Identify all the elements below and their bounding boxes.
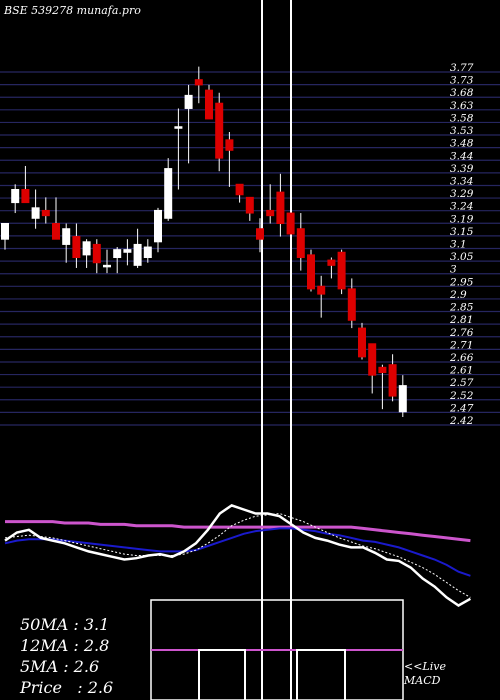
candle-body <box>215 102 224 159</box>
candle-body <box>235 183 244 196</box>
price-readout: Price : 2.6 <box>20 678 114 697</box>
y-tick-label: 3.58 <box>450 112 474 124</box>
y-tick-label: 2.71 <box>449 339 473 351</box>
candle-body <box>174 126 183 129</box>
candle-body <box>52 223 60 240</box>
macd-block <box>198 649 246 700</box>
candle-body <box>225 139 234 151</box>
y-tick-label: 2.95 <box>449 276 474 288</box>
y-tick-label: 3.63 <box>450 100 474 112</box>
y-tick-label: 3.1 <box>450 239 467 251</box>
candlesticks <box>1 66 407 417</box>
candle-body <box>368 343 377 376</box>
candle-body <box>276 191 285 225</box>
candle-body <box>266 209 275 217</box>
y-tick-label: 3 <box>450 264 457 276</box>
y-tick-label: 3.73 <box>450 75 474 87</box>
macd-label: <<Live MACD <box>404 660 446 687</box>
y-tick-label: 3.53 <box>450 125 474 137</box>
moving-average-panel <box>4 504 472 607</box>
y-tick-label: 3.48 <box>450 138 474 150</box>
candle-body <box>184 94 193 109</box>
y-tick-label: 2.81 <box>449 314 473 326</box>
candle-body <box>296 228 305 258</box>
y-tick-label: 3.44 <box>450 150 473 162</box>
candle-body <box>358 327 366 358</box>
y-tick-label: 3.77 <box>450 62 474 74</box>
candle-body <box>245 196 254 214</box>
candle-body <box>256 228 264 240</box>
y-tick-label: 3.19 <box>450 213 474 225</box>
vertical-markers <box>261 0 292 700</box>
y-tick-label: 2.47 <box>449 402 474 414</box>
candle-body <box>41 209 50 217</box>
y-tick-label: 3.29 <box>450 188 474 200</box>
candle-body <box>164 168 173 219</box>
y-tick-label: 2.42 <box>449 415 474 427</box>
y-tick-label: 3.34 <box>450 175 473 187</box>
y-tick-label: 2.57 <box>449 377 474 389</box>
macd-panel <box>150 599 404 700</box>
macd-block <box>296 649 346 700</box>
candle-body <box>205 89 213 120</box>
y-tick-label: 2.9 <box>449 289 467 301</box>
candle-body <box>347 288 356 321</box>
ma50-readout: 50MA : 3.1 <box>20 615 110 634</box>
candle-body <box>317 285 326 295</box>
candle-body <box>82 241 91 256</box>
candle-body <box>21 189 30 204</box>
price-line <box>4 504 472 607</box>
y-tick-label: 2.76 <box>449 327 474 339</box>
candle-body <box>143 246 152 258</box>
candle-body <box>398 385 407 413</box>
candle-body <box>62 228 71 245</box>
candle-body <box>388 364 397 397</box>
y-tick-label: 3.68 <box>450 87 474 99</box>
candle-body <box>103 264 111 268</box>
candle-body <box>327 259 336 266</box>
chart-title: BSE 539278 munafa.pro <box>3 4 141 17</box>
ma50-line <box>5 520 471 543</box>
y-axis-labels: 3.773.733.683.633.583.533.483.443.393.34… <box>449 62 474 427</box>
candle-body <box>123 249 132 253</box>
ma12-readout: 12MA : 2.8 <box>20 636 110 655</box>
candle-body <box>92 243 101 264</box>
candle-body <box>1 223 9 240</box>
y-tick-label: 2.85 <box>449 302 474 314</box>
candle-body <box>194 79 203 86</box>
candle-body <box>337 251 346 290</box>
candle-body <box>72 236 81 258</box>
candle-body <box>154 209 162 243</box>
y-tick-label: 2.52 <box>449 390 474 402</box>
candle-body <box>133 243 142 266</box>
y-tick-label: 3.15 <box>450 226 474 238</box>
candle-body <box>113 249 122 258</box>
candle-body <box>11 189 20 204</box>
y-tick-label: 3.05 <box>450 251 474 263</box>
y-tick-label: 2.66 <box>449 352 474 364</box>
candle-body <box>307 254 315 290</box>
y-tick-label: 3.24 <box>450 201 473 213</box>
candle-body <box>31 207 40 219</box>
candle-body <box>286 212 295 235</box>
ma5-readout: 5MA : 2.6 <box>20 657 100 676</box>
y-tick-label: 2.61 <box>449 365 473 377</box>
candle-body <box>378 366 387 374</box>
y-tick-label: 3.39 <box>450 163 474 175</box>
price-grid <box>0 71 500 426</box>
ma12-line <box>4 527 471 577</box>
